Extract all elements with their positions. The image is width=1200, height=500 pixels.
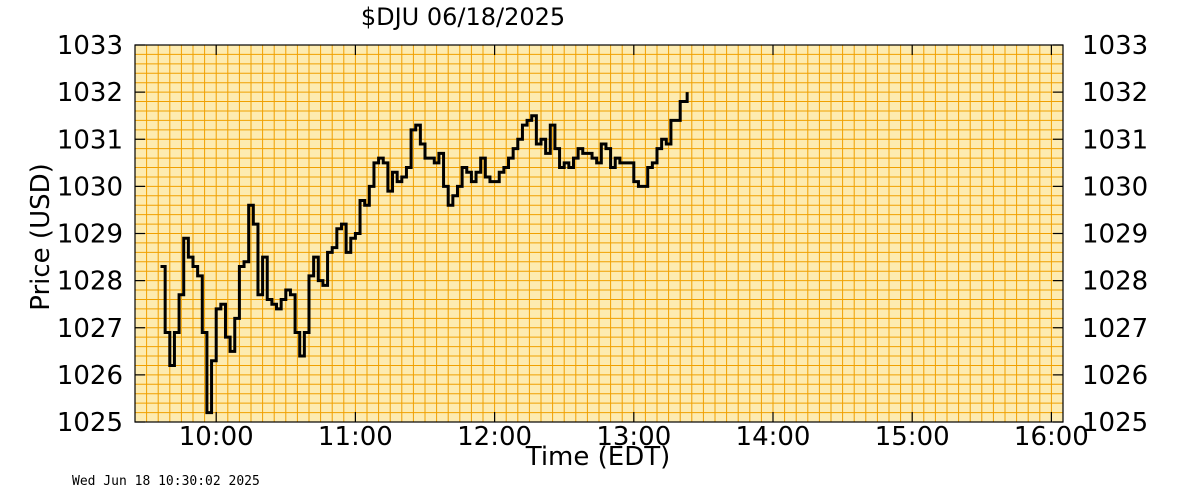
grid: [135, 45, 1063, 422]
y-tick-label-right: 1026: [1082, 361, 1148, 391]
x-tick-label: 12:00: [457, 422, 532, 452]
timestamp: Wed Jun 18 10:30:02 2025: [72, 474, 260, 489]
y-axis-label: Price (USD): [26, 163, 56, 311]
y-tick-label-right: 1029: [1082, 220, 1148, 250]
y-tick-label-right: 1033: [1082, 31, 1148, 61]
x-tick-label: 14:00: [736, 422, 811, 452]
y-tick-label-left: 1027: [57, 314, 123, 344]
y-tick-label-left: 1033: [57, 31, 123, 61]
x-tick-label: 13:00: [596, 422, 671, 452]
x-axis-label: Time (EDT): [525, 442, 671, 472]
y-tick-label-right: 1027: [1082, 314, 1148, 344]
y-tick-label-right: 1030: [1082, 172, 1148, 202]
x-tick-label: 10:00: [179, 422, 254, 452]
y-tick-label-right: 1025: [1082, 408, 1148, 438]
y-tick-label-left: 1031: [57, 125, 123, 155]
x-tick-label: 16:00: [1014, 422, 1089, 452]
y-tick-label-left: 1029: [57, 220, 123, 250]
y-tick-label-left: 1032: [57, 78, 123, 108]
price-series-line: [160, 92, 689, 415]
y-tick-label-left: 1028: [57, 267, 123, 297]
y-tick-label-right: 1032: [1082, 78, 1148, 108]
y-tick-label-left: 1030: [57, 172, 123, 202]
y-tick-label-right: 1031: [1082, 125, 1148, 155]
y-tick-label-left: 1025: [57, 408, 123, 438]
series-layer: [160, 92, 689, 415]
y-tick-label-left: 1026: [57, 361, 123, 391]
tick-labels: 1025 1025 1026 1026 1027 1027 1028 1028 1029 1029…: [57, 31, 1148, 452]
x-tick-label: 15:00: [875, 422, 950, 452]
x-tick-label: 11:00: [318, 422, 393, 452]
plot-frame: [134, 44, 1064, 423]
y-tick-label-right: 1028: [1082, 267, 1148, 297]
chart-title: $DJU 06/18/2025: [361, 3, 565, 31]
